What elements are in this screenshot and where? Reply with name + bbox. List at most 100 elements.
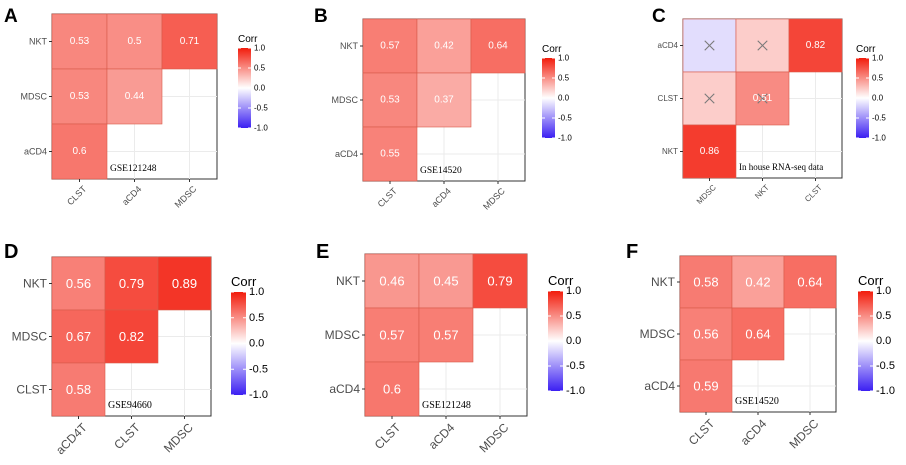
insignificant-cross-mark [757, 40, 768, 51]
heatmap-cell [362, 126, 418, 182]
legend-tick-label: 0.0 [254, 84, 266, 93]
cell-value-label: 0.57 [380, 41, 400, 52]
dataset-label: GSE121248 [110, 164, 157, 174]
panel-b: B 0.57 0.42 0.64 0.53 0.37 0.55 aCD4 MDSC NKT CLST… [314, 6, 572, 212]
legend-tick-label: -1.0 [872, 134, 886, 143]
heatmap-cell [362, 72, 418, 128]
cell-value-label: 0.67 [66, 329, 91, 344]
panel-letter: C [652, 6, 666, 27]
y-tick-label: NKT [29, 37, 48, 47]
x-tick-label: MDSC [481, 186, 507, 212]
x-tick-label: MDSC [695, 183, 718, 206]
cell-value-label: 0.53 [380, 95, 400, 106]
cell-value-label: 0.44 [125, 91, 145, 102]
y-tick-label: NKT [651, 275, 676, 289]
heatmap-cell [788, 18, 843, 73]
x-tick-label: aCD4 [426, 420, 458, 452]
legend-tick-label: -1.0 [254, 124, 268, 133]
legend-tick-label: -1.0 [566, 385, 585, 397]
cell-value-label: 0.58 [66, 382, 91, 397]
cell-value-label: 0.71 [180, 36, 200, 47]
cell-value-label: 0.42 [434, 41, 454, 52]
y-tick-label: aCD4 [644, 379, 675, 393]
panel-f: F 0.58 0.42 0.64 0.56 0.64 0.59 aCD4 MDSC NKT CLST… [626, 241, 895, 451]
x-tick-label: aCD4T [53, 420, 90, 457]
cell-value-label: 0.6 [383, 382, 401, 397]
cell-value-label: 0.79 [487, 274, 512, 289]
cell-value-label: 0.55 [380, 149, 400, 160]
legend-colorbar [856, 58, 869, 138]
legend-title: Corr [856, 44, 876, 55]
legend-tick-label: 0.0 [566, 335, 581, 347]
legend-colorbar [548, 291, 563, 391]
heatmap-cell [679, 359, 733, 413]
cell-value-label: 0.89 [172, 276, 197, 291]
legend-tick-label: 0.5 [254, 64, 266, 73]
y-tick-label: aCD4 [335, 149, 358, 159]
legend-colorbar [542, 58, 555, 138]
heatmap-cell [51, 123, 108, 180]
x-tick-label: CLST [65, 184, 89, 208]
y-tick-label: MDSC [325, 328, 361, 342]
panel-letter: B [314, 6, 328, 27]
heatmap-cell [104, 309, 159, 364]
heatmap-cell [51, 68, 108, 125]
x-tick-label: aCD4 [738, 416, 770, 448]
insignificant-cross-mark [704, 40, 715, 51]
panel-a: A 0.53 0.5 0.71 0.53 0.44 0.6 aCD4 MDSC NKT CLST aC… [4, 6, 268, 210]
legend-tick-label: 1.0 [558, 54, 570, 63]
legend-title: Corr [548, 273, 574, 288]
legend-tick-label: -0.5 [249, 363, 268, 375]
dataset-label: GSE121248 [422, 400, 471, 411]
heatmap-cell [418, 253, 474, 309]
cell-value-label: 0.59 [693, 379, 718, 394]
y-tick-label: NKT [662, 147, 678, 156]
legend-colorbar [858, 291, 873, 391]
dataset-label: In house RNA-seq data [739, 162, 823, 172]
dataset-label: GSE14520 [420, 166, 462, 176]
cell-value-label: 0.82 [119, 329, 144, 344]
x-tick-label: CLST [376, 186, 400, 210]
cell-value-label: 0.57 [379, 328, 404, 343]
legend-tick-label: 0.5 [872, 74, 884, 83]
heatmap-cell [418, 307, 474, 363]
legend-tick-label: 0.0 [876, 335, 891, 347]
heatmap-cell [51, 362, 106, 417]
y-tick-label: NKT [340, 41, 359, 51]
cell-value-label: 0.45 [433, 274, 458, 289]
x-tick-label: CLST [803, 183, 824, 204]
y-tick-label: CLST [658, 94, 679, 103]
cell-value-label: 0.53 [70, 91, 90, 102]
y-tick-label: MDSC [21, 92, 48, 102]
panel-letter: D [4, 241, 18, 263]
x-tick-label: aCD4 [120, 184, 143, 207]
legend-tick-label: 0.5 [558, 74, 570, 83]
legend-tick-label: -1.0 [876, 385, 895, 397]
y-tick-label: CLST [16, 383, 47, 397]
legend-title: Corr [238, 34, 258, 45]
legend-tick-label: -0.5 [254, 104, 268, 113]
x-tick-label: MDSC [173, 184, 199, 210]
cell-value-label: 0.42 [745, 275, 770, 290]
legend-tick-label: 1.0 [872, 54, 884, 63]
legend-tick-label: -1.0 [558, 134, 572, 143]
x-tick-label: CLST [686, 416, 718, 448]
y-tick-label: NKT [336, 274, 361, 288]
legend-tick-label: -0.5 [872, 114, 886, 123]
cell-value-label: 0.64 [797, 275, 822, 290]
y-tick-label: NKT [23, 277, 48, 291]
heatmap-cell [161, 13, 218, 70]
legend-tick-label: -0.5 [566, 360, 585, 372]
heatmap-cell [472, 253, 528, 309]
cell-value-label: 0.58 [693, 275, 718, 290]
panel-letter: F [626, 241, 638, 263]
cell-value-label: 0.53 [70, 36, 90, 47]
cell-value-label: 0.79 [119, 276, 144, 291]
heatmap-cell [679, 307, 733, 361]
legend-tick-label: 0.0 [872, 94, 884, 103]
legend-tick-label: -1.0 [249, 389, 268, 401]
legend-title: Corr [858, 273, 884, 288]
legend-tick-label: 0.5 [249, 312, 264, 324]
panel-e: E 0.46 0.45 0.79 0.57 0.57 0.6 aCD4 MDSC NKT CLST a… [316, 241, 585, 455]
legend-tick-label: 0.5 [876, 310, 891, 322]
